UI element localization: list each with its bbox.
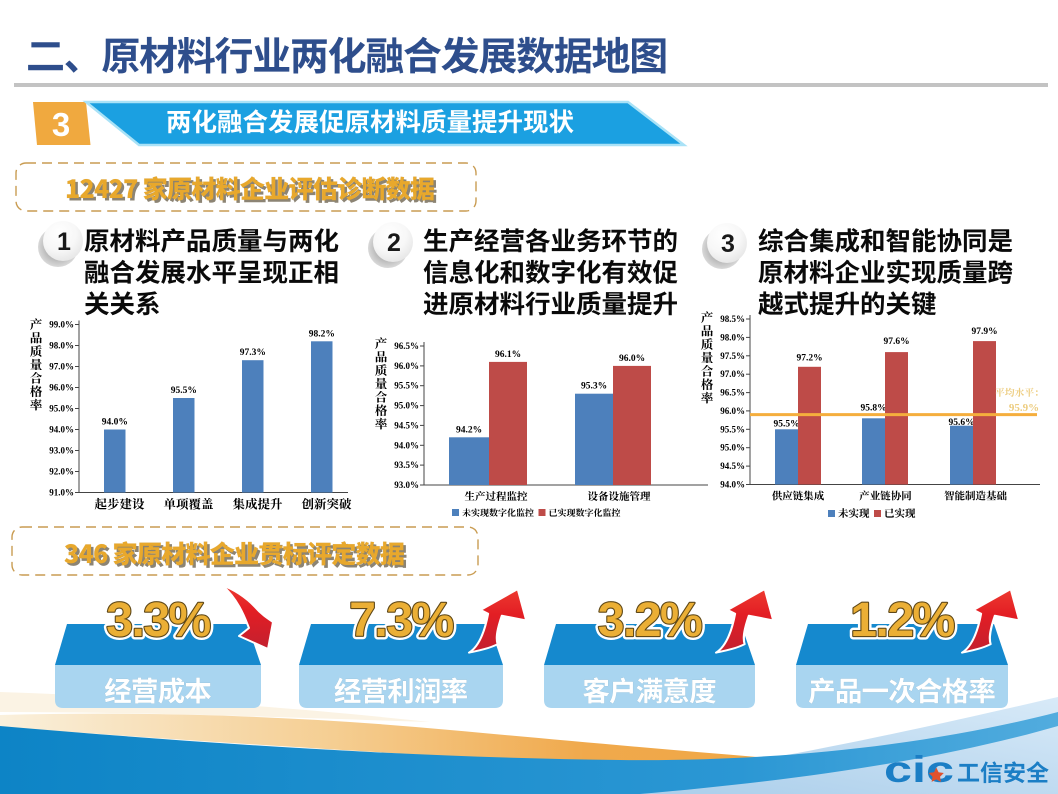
svg-text:96.0%: 96.0% (394, 361, 419, 371)
svg-text:7.3%: 7.3% (349, 594, 453, 647)
svg-text:97.0%: 97.0% (49, 362, 74, 372)
svg-text:94.0%: 94.0% (102, 418, 128, 428)
svg-text:95.3%: 95.3% (581, 382, 607, 392)
svg-text:93.0%: 93.0% (49, 446, 74, 456)
svg-text:95.0%: 95.0% (720, 443, 745, 453)
svg-text:3.3%: 3.3% (106, 594, 210, 647)
svg-text:97.2%: 97.2% (796, 353, 822, 363)
svg-text:95.9%: 95.9% (1009, 402, 1039, 414)
svg-text:98.0%: 98.0% (720, 332, 745, 342)
svg-text:1: 1 (57, 228, 71, 256)
svg-text:92.0%: 92.0% (49, 467, 74, 477)
svg-text:96.0%: 96.0% (619, 354, 645, 364)
svg-text:7.3%: 7.3% (349, 594, 453, 647)
svg-text:94.0%: 94.0% (394, 440, 419, 450)
svg-text:96.5%: 96.5% (394, 341, 419, 351)
svg-text:1.2%: 1.2% (850, 594, 954, 647)
svg-text:1.2%: 1.2% (850, 594, 954, 647)
svg-text:95.6%: 95.6% (948, 418, 974, 428)
svg-text:94.0%: 94.0% (49, 425, 74, 435)
svg-text:97.0%: 97.0% (720, 369, 745, 379)
svg-text:95.8%: 95.8% (860, 403, 886, 413)
svg-text:95.0%: 95.0% (394, 401, 419, 411)
svg-text:95.5%: 95.5% (773, 419, 799, 429)
svg-text:91.0%: 91.0% (49, 488, 74, 498)
svg-text:95.5%: 95.5% (394, 381, 419, 391)
svg-text:97.9%: 97.9% (971, 327, 997, 337)
svg-text:93.5%: 93.5% (394, 460, 419, 470)
svg-text:97.5%: 97.5% (720, 351, 745, 361)
svg-text:97.6%: 97.6% (883, 337, 909, 347)
svg-text:1.2%: 1.2% (850, 594, 954, 647)
svg-text:98.2%: 98.2% (309, 329, 335, 339)
svg-text:99.0%: 99.0% (49, 320, 74, 330)
svg-text:93.0%: 93.0% (394, 480, 419, 490)
svg-text:3.3%: 3.3% (106, 594, 210, 647)
svg-text:7.3%: 7.3% (349, 594, 453, 647)
svg-text:96.1%: 96.1% (495, 350, 521, 360)
svg-text:96.5%: 96.5% (720, 388, 745, 398)
svg-text:cic: cic (884, 749, 954, 790)
svg-text:95.0%: 95.0% (49, 404, 74, 414)
svg-text:94.0%: 94.0% (720, 480, 745, 490)
svg-text:3: 3 (721, 230, 735, 258)
svg-text:97.3%: 97.3% (240, 348, 266, 358)
svg-text:98.0%: 98.0% (49, 341, 74, 351)
svg-text:94.2%: 94.2% (456, 425, 482, 435)
svg-text:3: 3 (52, 106, 70, 143)
svg-text:98.5%: 98.5% (720, 314, 745, 324)
svg-text:3.2%: 3.2% (598, 594, 702, 647)
svg-text:3.2%: 3.2% (598, 594, 702, 647)
svg-text:94.5%: 94.5% (394, 420, 419, 430)
svg-text:3.2%: 3.2% (598, 594, 702, 647)
svg-text:95.5%: 95.5% (720, 424, 745, 434)
svg-text:96.0%: 96.0% (49, 383, 74, 393)
svg-text:95.5%: 95.5% (171, 386, 197, 396)
svg-text:96.0%: 96.0% (720, 406, 745, 416)
svg-text:3.3%: 3.3% (106, 594, 210, 647)
svg-text:2: 2 (387, 229, 401, 257)
svg-text:94.5%: 94.5% (720, 461, 745, 471)
